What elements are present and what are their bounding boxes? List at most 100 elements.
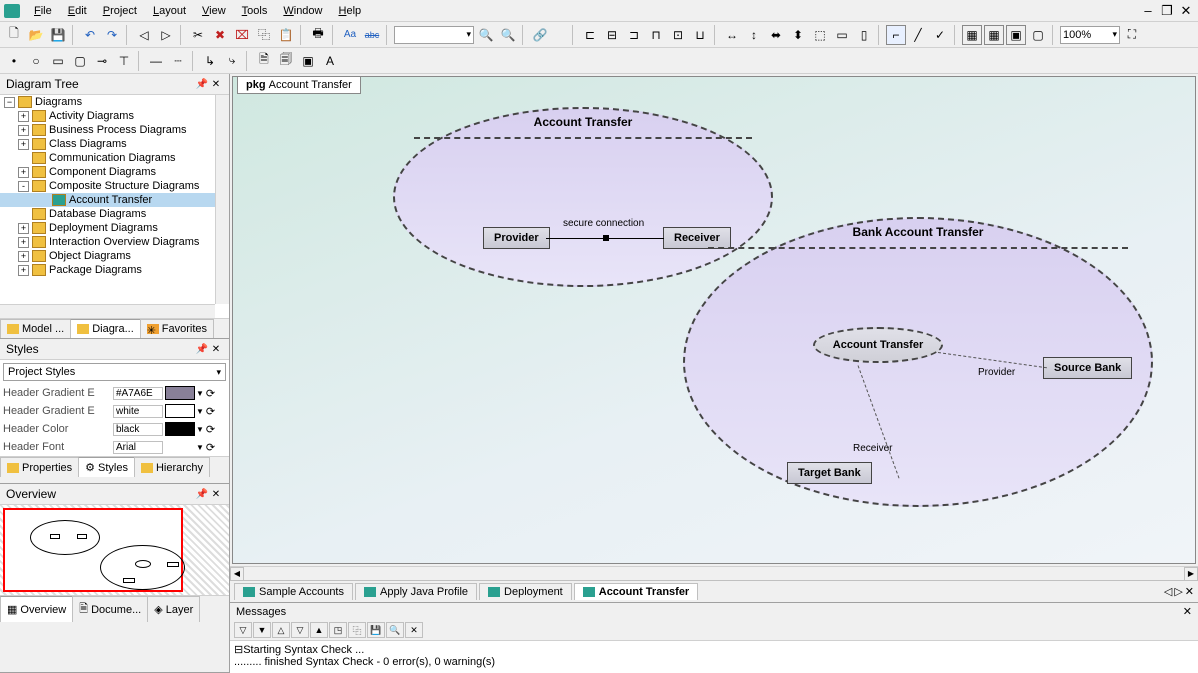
scrollbar-v[interactable] xyxy=(215,95,229,304)
menu-layout[interactable]: Layout xyxy=(145,3,194,19)
align-bottom-icon[interactable]: ⊔ xyxy=(690,25,710,45)
minimize-button[interactable]: – xyxy=(1140,3,1156,19)
pin-icon[interactable]: 📌 xyxy=(195,79,209,90)
font-combo[interactable] xyxy=(394,26,474,44)
note2-icon[interactable]: 🗐 xyxy=(276,51,296,71)
tree-item[interactable]: +Business Process Diagrams xyxy=(0,123,229,137)
menu-help[interactable]: Help xyxy=(331,3,370,19)
pin-icon[interactable]: 📌 xyxy=(195,489,209,500)
tab-documentation[interactable]: 🗎Docume... xyxy=(72,596,148,622)
msg-copy-icon[interactable]: ⿻ xyxy=(348,622,366,638)
align-center-icon[interactable]: ⊟ xyxy=(602,25,622,45)
redo-icon[interactable]: ↷ xyxy=(102,25,122,45)
delete-icon[interactable]: ✖ xyxy=(210,25,230,45)
align-right-icon[interactable]: ⊐ xyxy=(624,25,644,45)
node-source-bank[interactable]: Source Bank xyxy=(1043,357,1132,379)
tab-model[interactable]: Model ... xyxy=(0,319,71,338)
msg-down-icon[interactable]: ▽ xyxy=(291,622,309,638)
shape-key-icon[interactable]: ⊸ xyxy=(92,51,112,71)
msg-filter2-icon[interactable]: ▼ xyxy=(253,622,271,638)
restore-button[interactable]: ❐ xyxy=(1159,3,1175,19)
tab-overview[interactable]: ▦Overview xyxy=(0,596,73,622)
project-styles-combo[interactable]: Project Styles xyxy=(3,363,226,381)
panel-close-icon[interactable]: ✕ xyxy=(209,489,223,500)
tab-diagram[interactable]: Diagra... xyxy=(70,319,141,338)
msg-clear-icon[interactable]: ✕ xyxy=(405,622,423,638)
line-style2-icon[interactable]: ╱ xyxy=(908,25,928,45)
msg-expand-icon[interactable]: ◳ xyxy=(329,622,347,638)
new-icon[interactable]: 🗋 xyxy=(4,25,24,45)
msg-find-icon[interactable]: 🔍 xyxy=(386,622,404,638)
menu-tools[interactable]: Tools xyxy=(234,3,276,19)
node-receiver[interactable]: Receiver xyxy=(663,227,731,249)
line-style1-icon[interactable]: ⌐ xyxy=(886,25,906,45)
tree-item[interactable]: +Package Diagrams xyxy=(0,263,229,277)
delete2-icon[interactable]: ⌧ xyxy=(232,25,252,45)
tab-sample-accounts[interactable]: Sample Accounts xyxy=(234,583,353,600)
style-row[interactable]: Header Gradient Ewhite▼⟳ xyxy=(0,402,229,420)
align-middle-icon[interactable]: ⊡ xyxy=(668,25,688,45)
snap-icon[interactable]: ▦ xyxy=(984,25,1004,45)
tree-item[interactable]: Database Diagrams xyxy=(0,207,229,221)
msg-up2-icon[interactable]: ▲ xyxy=(310,622,328,638)
print-icon[interactable]: 🖶 xyxy=(308,25,328,45)
panel-close-icon[interactable]: ✕ xyxy=(209,79,223,90)
line-solid-icon[interactable]: — xyxy=(146,51,166,71)
menu-edit[interactable]: Edit xyxy=(60,3,95,19)
collab-use-account-transfer[interactable]: Account Transfer xyxy=(813,327,943,363)
shape-t-icon[interactable]: ⊤ xyxy=(114,51,134,71)
copy-icon[interactable]: ⿻ xyxy=(254,25,274,45)
next-icon[interactable]: ▷ xyxy=(156,25,176,45)
tree-item[interactable]: -Composite Structure Diagrams xyxy=(0,179,229,193)
cut-icon[interactable]: ✂ xyxy=(188,25,208,45)
node-target-bank[interactable]: Target Bank xyxy=(787,462,872,484)
align-left-icon[interactable]: ⊏ xyxy=(580,25,600,45)
undo-icon[interactable]: ↶ xyxy=(80,25,100,45)
menu-view[interactable]: View xyxy=(194,3,234,19)
align-top-icon[interactable]: ⊓ xyxy=(646,25,666,45)
fit-icon[interactable]: ⛶ xyxy=(1122,25,1142,45)
tree-item[interactable]: +Component Diagrams xyxy=(0,165,229,179)
msg-filter1-icon[interactable]: ▽ xyxy=(234,622,252,638)
tab-account-transfer[interactable]: Account Transfer xyxy=(574,583,698,600)
tab-deployment[interactable]: Deployment xyxy=(479,583,572,600)
msg-save-icon[interactable]: 💾 xyxy=(367,622,385,638)
node-provider[interactable]: Provider xyxy=(483,227,550,249)
zoom-combo[interactable]: 100% xyxy=(1060,26,1120,44)
frame-icon[interactable]: ▣ xyxy=(298,51,318,71)
space-v-icon[interactable]: ▯ xyxy=(854,25,874,45)
tab-layer[interactable]: ◈Layer xyxy=(147,596,200,622)
dist-h-icon[interactable]: ↔ xyxy=(722,25,742,45)
space-h-icon[interactable]: ▭ xyxy=(832,25,852,45)
style-row[interactable]: Header FontArial▼⟳ xyxy=(0,438,229,456)
text-icon[interactable]: A xyxy=(320,51,340,71)
messages-close-icon[interactable]: ✕ xyxy=(1183,605,1192,618)
tab-prev-icon[interactable]: ◁ xyxy=(1164,585,1172,598)
tree-root[interactable]: −Diagrams xyxy=(0,95,229,109)
line-dash-icon[interactable]: ┈ xyxy=(168,51,188,71)
style-row[interactable]: Header Colorblack▼⟳ xyxy=(0,420,229,438)
collaboration-account-transfer[interactable]: Account Transfer xyxy=(393,107,773,287)
panel-close-icon[interactable]: ✕ xyxy=(209,344,223,355)
tree-item[interactable]: +Object Diagrams xyxy=(0,249,229,263)
tree-item[interactable]: Communication Diagrams xyxy=(0,151,229,165)
line-style3-icon[interactable]: ✓ xyxy=(930,25,950,45)
tab-close-icon[interactable]: ✕ xyxy=(1185,585,1194,598)
arrow-d-icon[interactable]: ⤷ xyxy=(222,51,242,71)
tab-favorites[interactable]: ✳Favorites xyxy=(140,319,214,338)
find-icon[interactable]: 🔍 xyxy=(476,25,496,45)
view1-icon[interactable]: ▣ xyxy=(1006,25,1026,45)
shape-sq-icon[interactable]: ▢ xyxy=(70,51,90,71)
arrow-r-icon[interactable]: ↳ xyxy=(200,51,220,71)
tab-apply-java-profile[interactable]: Apply Java Profile xyxy=(355,583,477,600)
grid-icon[interactable]: ▦ xyxy=(962,25,982,45)
shape-circle-icon[interactable]: ○ xyxy=(26,51,46,71)
style-row[interactable]: Header Gradient E#A7A6E▼⟳ xyxy=(0,384,229,402)
prev-icon[interactable]: ◁ xyxy=(134,25,154,45)
shape-rect-icon[interactable]: ▭ xyxy=(48,51,68,71)
note-icon[interactable]: 🗎 xyxy=(254,51,274,71)
menu-file[interactable]: File xyxy=(26,3,60,19)
menu-window[interactable]: Window xyxy=(275,3,330,19)
abc-icon[interactable]: abc xyxy=(362,25,382,45)
tree-item-account-transfer[interactable]: Account Transfer xyxy=(0,193,229,207)
